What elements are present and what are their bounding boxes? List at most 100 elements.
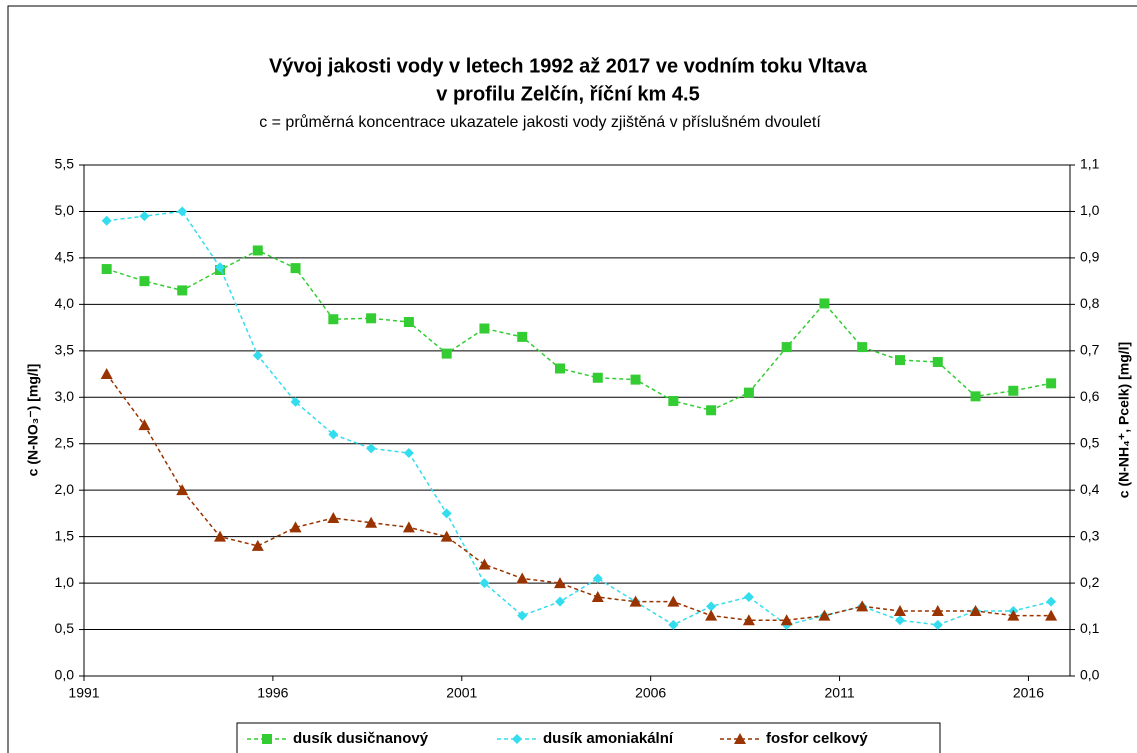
legend-box xyxy=(236,722,941,753)
x-tick-label: 1991 xyxy=(68,685,99,701)
point xyxy=(440,530,453,542)
point xyxy=(932,356,943,367)
y2-tick-label: 0,6 xyxy=(1080,388,1100,404)
point xyxy=(366,313,377,324)
y-tick-label: 3,5 xyxy=(55,342,75,358)
legend-marker xyxy=(512,734,522,744)
point xyxy=(706,405,717,416)
plot-area xyxy=(83,164,1071,677)
point xyxy=(402,521,415,533)
point xyxy=(1007,609,1020,621)
point xyxy=(251,539,264,551)
point xyxy=(290,396,301,407)
point xyxy=(139,276,150,287)
point xyxy=(705,609,718,621)
point xyxy=(479,578,490,589)
point xyxy=(781,342,792,353)
point xyxy=(478,558,491,570)
x-tick-label: 2016 xyxy=(1013,685,1044,701)
y-axis-label: c (N-NO₃⁻) [mg/l] xyxy=(25,364,41,477)
point xyxy=(177,285,188,296)
point xyxy=(895,615,905,626)
point xyxy=(895,355,905,366)
y2-axis-label: c (N-NH₄⁺, Pcelk) [mg/l] xyxy=(1116,342,1132,498)
y-tick-label: 1,0 xyxy=(55,574,75,590)
point xyxy=(138,419,151,431)
point xyxy=(290,263,301,274)
point xyxy=(555,363,565,374)
point xyxy=(743,592,754,603)
point xyxy=(139,211,150,222)
point xyxy=(894,604,906,616)
point xyxy=(555,596,565,607)
point xyxy=(517,331,528,342)
point xyxy=(857,342,868,353)
y2-tick-label: 0,9 xyxy=(1080,249,1100,265)
legend-label: fosfor celkový xyxy=(766,730,868,747)
x-tick-label: 2001 xyxy=(446,685,477,701)
y2-tick-label: 0,7 xyxy=(1080,342,1100,358)
point xyxy=(366,443,377,454)
y2-tick-label: 1,1 xyxy=(1080,156,1100,172)
y-tick-label: 0,0 xyxy=(55,667,75,683)
point xyxy=(667,595,680,607)
point xyxy=(214,530,226,542)
series-line xyxy=(106,373,1052,622)
y2-tick-label: 0,1 xyxy=(1080,620,1100,636)
point xyxy=(592,573,603,584)
y-tick-label: 5,5 xyxy=(55,156,75,172)
point xyxy=(176,484,189,496)
y2-tick-label: 0,2 xyxy=(1080,574,1100,590)
point xyxy=(215,262,225,273)
y-tick-label: 4,0 xyxy=(55,295,75,311)
y-tick-label: 4,5 xyxy=(55,249,75,265)
point xyxy=(629,595,642,607)
point xyxy=(1045,609,1058,621)
point xyxy=(516,572,529,584)
point xyxy=(441,508,452,519)
point xyxy=(252,245,263,256)
y2-tick-label: 0,4 xyxy=(1080,481,1100,497)
y2-tick-label: 0,0 xyxy=(1080,667,1100,683)
chart-frame xyxy=(7,5,1137,753)
point xyxy=(1008,385,1019,396)
x-tick-label: 1996 xyxy=(257,685,288,701)
point xyxy=(100,368,113,380)
point xyxy=(101,215,112,226)
legend-label: dusík amoniakální xyxy=(543,730,674,747)
point xyxy=(1046,378,1057,389)
point xyxy=(365,516,378,528)
point xyxy=(327,512,340,524)
point xyxy=(931,604,944,616)
point xyxy=(818,609,831,621)
point xyxy=(743,387,754,398)
point xyxy=(517,610,528,621)
y-tick-label: 5,0 xyxy=(55,202,75,218)
y2-tick-label: 1,0 xyxy=(1080,202,1100,218)
point xyxy=(932,619,943,630)
y-tick-label: 1,5 xyxy=(55,527,75,543)
x-tick-label: 2006 xyxy=(635,685,666,701)
y2-tick-label: 0,5 xyxy=(1080,434,1100,450)
series-line xyxy=(106,249,1052,412)
point xyxy=(819,298,830,309)
point xyxy=(630,374,641,385)
point xyxy=(780,614,793,626)
point xyxy=(1046,596,1057,607)
legend-label: dusík dusičnanový xyxy=(293,730,429,747)
point xyxy=(479,323,490,334)
y-tick-label: 2,0 xyxy=(55,481,75,497)
point xyxy=(328,429,339,440)
point xyxy=(328,314,339,325)
point xyxy=(970,391,981,402)
point xyxy=(706,601,717,612)
point xyxy=(177,206,188,217)
y-tick-label: 0,5 xyxy=(55,620,75,636)
y2-tick-label: 0,8 xyxy=(1080,295,1100,311)
chart-title: v profilu Zelčín, říční km 4.5 xyxy=(436,83,699,105)
point xyxy=(742,614,755,626)
chart-title: Vývoj jakosti vody v letech 1992 až 2017… xyxy=(269,55,868,77)
point xyxy=(668,619,679,630)
point xyxy=(668,395,679,406)
